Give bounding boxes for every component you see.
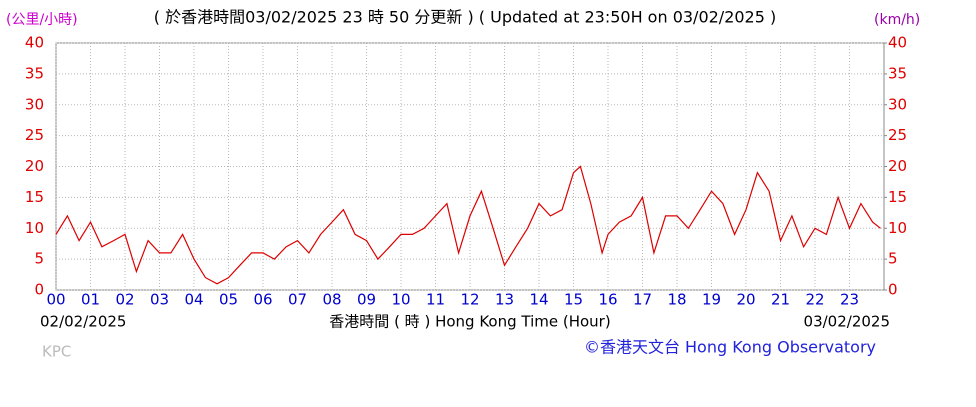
end-date: 03/02/2025 [804, 313, 890, 331]
y2-tick-label: 30 [888, 95, 907, 113]
y-tick-label: 30 [25, 95, 44, 113]
y-tick-label: 5 [34, 250, 44, 268]
y2-tick-label: 25 [888, 126, 907, 144]
x-tick-label: 14 [529, 291, 548, 309]
x-tick-label: 10 [391, 291, 410, 309]
x-tick-label: 15 [564, 291, 583, 309]
x-tick-label: 21 [771, 291, 790, 309]
x-tick-label: 08 [322, 291, 341, 309]
y-tick-label: 35 [25, 64, 44, 82]
y2-axis-label: (km/h) [874, 12, 920, 28]
chart-title: ( 於香港時間03/02/2025 23 時 50 分更新 ) ( Update… [154, 8, 777, 27]
x-tick-label: 11 [426, 291, 445, 309]
y-axis-label: (公里/小時) [6, 12, 78, 28]
x-tick-label: 22 [805, 291, 824, 309]
x-tick-label: 20 [736, 291, 755, 309]
y-tick-label: 20 [25, 157, 44, 175]
y2-tick-label: 40 [888, 34, 907, 52]
x-tick-label: 02 [115, 291, 134, 309]
x-tick-label: 09 [357, 291, 376, 309]
x-tick-label: 03 [150, 291, 169, 309]
y2-tick-label: 10 [888, 219, 907, 237]
x-tick-label: 13 [495, 291, 514, 309]
x-tick-label: 04 [184, 291, 203, 309]
x-tick-label: 06 [253, 291, 272, 309]
credit: ©香港天文台 Hong Kong Observatory [584, 338, 876, 357]
x-tick-label: 12 [460, 291, 479, 309]
y2-tick-label: 0 [888, 281, 898, 299]
x-tick-label: 18 [667, 291, 686, 309]
x-tick-label: 00 [46, 291, 65, 309]
start-date: 02/02/2025 [40, 313, 126, 331]
y-tick-label: 10 [25, 219, 44, 237]
y-tick-label: 40 [25, 34, 44, 52]
x-tick-label: 17 [633, 291, 652, 309]
y-tick-label: 0 [34, 281, 44, 299]
y2-tick-label: 20 [888, 157, 907, 175]
x-tick-label: 01 [81, 291, 100, 309]
x-tick-label: 07 [288, 291, 307, 309]
x-axis-label: 香港時間 ( 時 ) Hong Kong Time (Hour) [329, 313, 610, 331]
data-line [55, 165, 881, 285]
y-tick-label: 25 [25, 126, 44, 144]
y2-tick-label: 5 [888, 250, 898, 268]
x-tick-label: 23 [840, 291, 859, 309]
x-tick-label: 05 [219, 291, 238, 309]
x-tick-label: 16 [598, 291, 617, 309]
station-code: KPC [42, 343, 71, 361]
y-tick-label: 15 [25, 188, 44, 206]
y2-tick-label: 35 [888, 64, 907, 82]
x-tick-label: 19 [702, 291, 721, 309]
y2-tick-label: 15 [888, 188, 907, 206]
